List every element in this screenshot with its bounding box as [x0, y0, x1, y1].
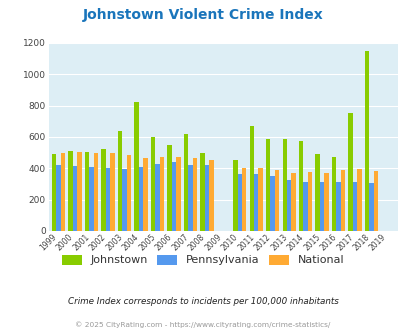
Bar [110, 153, 114, 231]
Bar [176, 157, 180, 231]
Bar [265, 139, 270, 231]
Bar [315, 154, 319, 231]
Bar [85, 152, 89, 231]
Bar [286, 180, 291, 231]
Text: Johnstown Violent Crime Index: Johnstown Violent Crime Index [83, 8, 322, 22]
Bar [331, 157, 335, 231]
Text: Crime Index corresponds to incidents per 100,000 inhabitants: Crime Index corresponds to incidents per… [68, 297, 337, 306]
Bar [324, 173, 328, 231]
Bar [282, 139, 286, 231]
Bar [126, 155, 131, 231]
Bar [143, 158, 147, 231]
Bar [335, 182, 340, 231]
Bar [340, 170, 344, 231]
Bar [134, 103, 139, 231]
Bar [155, 164, 159, 231]
Bar [298, 141, 303, 231]
Bar [291, 173, 295, 231]
Bar [347, 114, 352, 231]
Bar [258, 168, 262, 231]
Bar [270, 176, 274, 231]
Bar [167, 145, 171, 231]
Legend: Johnstown, Pennsylvania, National: Johnstown, Pennsylvania, National [62, 255, 343, 265]
Bar [249, 126, 254, 231]
Bar [352, 182, 356, 231]
Bar [232, 160, 237, 231]
Bar [171, 162, 176, 231]
Bar [72, 166, 77, 231]
Text: © 2025 CityRating.com - https://www.cityrating.com/crime-statistics/: © 2025 CityRating.com - https://www.city… [75, 322, 330, 328]
Bar [106, 168, 110, 231]
Bar [241, 168, 246, 231]
Bar [369, 183, 373, 231]
Bar [303, 182, 307, 231]
Bar [94, 152, 98, 231]
Bar [117, 131, 122, 231]
Bar [356, 169, 361, 231]
Bar [89, 167, 94, 231]
Bar [52, 154, 56, 231]
Bar [204, 165, 209, 231]
Bar [307, 172, 311, 231]
Bar [200, 153, 204, 231]
Bar [319, 182, 324, 231]
Bar [77, 152, 81, 231]
Bar [56, 165, 61, 231]
Bar [159, 157, 164, 231]
Bar [68, 151, 72, 231]
Bar [188, 165, 192, 231]
Bar [192, 158, 196, 231]
Bar [274, 170, 279, 231]
Bar [101, 149, 106, 231]
Bar [139, 167, 143, 231]
Bar [209, 160, 213, 231]
Bar [364, 51, 369, 231]
Bar [61, 152, 65, 231]
Bar [122, 169, 126, 231]
Bar [150, 137, 155, 231]
Bar [373, 172, 377, 231]
Bar [183, 134, 188, 231]
Bar [237, 174, 241, 231]
Bar [254, 174, 258, 231]
